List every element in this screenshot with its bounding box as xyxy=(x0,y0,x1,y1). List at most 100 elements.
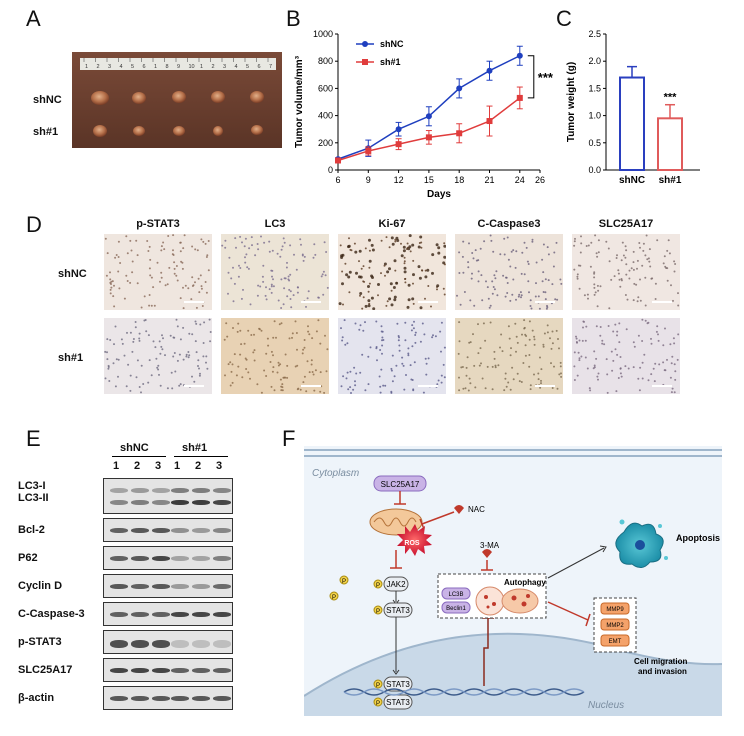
nucleus-dot xyxy=(494,277,497,280)
nucleus-dot xyxy=(111,280,114,283)
nucleus-dot xyxy=(499,253,502,256)
nucleus-dot xyxy=(348,291,351,294)
significance-label: *** xyxy=(538,70,554,85)
nucleus-dot xyxy=(209,340,212,343)
nucleus-dot xyxy=(527,263,530,265)
nucleus-dot xyxy=(368,302,371,305)
nucleus-dot xyxy=(637,334,640,337)
nucleus-dot xyxy=(241,376,244,379)
nucleus-dot xyxy=(516,372,519,375)
nucleus-dot xyxy=(178,384,181,387)
x-tick-label: 12 xyxy=(394,175,404,185)
nucleus-dot xyxy=(126,252,129,255)
nucleus-dot xyxy=(633,282,636,285)
data-point xyxy=(395,126,402,133)
nucleus-dot xyxy=(526,260,529,263)
phosphate-label: P xyxy=(376,583,380,589)
ihc-background xyxy=(572,318,680,394)
nucleus-dot xyxy=(518,380,521,383)
nucleus-dot xyxy=(523,319,526,322)
nucleus-dot xyxy=(596,305,599,308)
nucleus-dot xyxy=(270,269,273,272)
nucleus-dot xyxy=(380,368,383,371)
nucleus-dot xyxy=(656,325,659,328)
protein-band xyxy=(152,556,170,561)
nucleus-dot xyxy=(175,274,178,277)
nucleus-dot xyxy=(179,383,182,386)
nucleus-dot xyxy=(581,339,584,342)
protein-band xyxy=(152,488,170,493)
nucleus-dot xyxy=(549,337,551,340)
nucleus-dot xyxy=(296,291,299,294)
nucleus-dot xyxy=(431,336,434,339)
nucleus-dot xyxy=(403,256,406,259)
nucleus-dot xyxy=(521,333,523,336)
nucleus-dot xyxy=(110,286,113,289)
nucleus-dot xyxy=(403,266,407,270)
nucleus-dot xyxy=(311,337,314,340)
nucleus-dot xyxy=(134,321,137,323)
nucleus-dot xyxy=(411,243,415,247)
nucleus-dot xyxy=(361,307,364,310)
panel-label-b: B xyxy=(286,6,301,31)
nucleus-dot xyxy=(179,241,182,244)
nucleus-dot xyxy=(188,332,191,335)
nucleus-dot xyxy=(641,318,644,321)
nucleus-label: Nucleus xyxy=(588,700,624,711)
nucleus-dot xyxy=(620,259,623,262)
nucleus-dot xyxy=(650,337,652,340)
nucleus-dot xyxy=(110,283,112,285)
nucleus-dot xyxy=(202,355,205,358)
nucleus-dot xyxy=(556,387,559,390)
nucleus-dot xyxy=(379,349,382,351)
nucleus-dot xyxy=(559,278,562,281)
nucleus-dot xyxy=(279,378,282,381)
nucleus-dot xyxy=(589,265,592,268)
nucleus-dot xyxy=(559,365,562,368)
nucleus-dot xyxy=(597,372,600,375)
protein-band xyxy=(152,584,170,589)
nucleus-dot xyxy=(179,297,182,300)
nucleus-dot xyxy=(608,260,611,263)
protein-band xyxy=(152,528,170,533)
nucleus-dot xyxy=(670,362,673,365)
nucleus-dot xyxy=(173,267,176,270)
nucleus-dot xyxy=(185,355,188,358)
blot-strip xyxy=(103,518,233,542)
nucleus-dot xyxy=(546,304,548,307)
nucleus-dot xyxy=(390,236,394,240)
data-point xyxy=(335,157,341,164)
protein-band xyxy=(171,612,189,617)
nucleus-dot xyxy=(533,338,536,341)
nucleus-dot xyxy=(593,276,596,279)
nucleus-dot xyxy=(369,346,372,349)
nucleus-dot xyxy=(625,273,628,276)
nucleus-dot xyxy=(427,357,430,360)
x-tick-label: 18 xyxy=(454,175,464,185)
nucleus-dot xyxy=(576,277,579,280)
nucleus-dot xyxy=(506,236,509,239)
nucleus-dot xyxy=(390,289,393,292)
nucleus-dot xyxy=(160,345,163,348)
ruler-number: 3 xyxy=(223,64,226,70)
nucleus-dot xyxy=(662,344,665,347)
nucleus-dot xyxy=(530,307,533,310)
nucleus-dot xyxy=(531,329,534,332)
nucleus-dot xyxy=(550,362,552,365)
nucleus-dot xyxy=(646,258,649,261)
nucleus-dot xyxy=(352,388,355,391)
nucleus-dot xyxy=(250,236,253,239)
nucleus-dot xyxy=(573,240,576,243)
nucleus-dot xyxy=(156,366,159,369)
nucleus-dot xyxy=(287,278,290,281)
nucleus-dot xyxy=(625,249,628,252)
nucleus-dot xyxy=(324,334,326,337)
nucleus-dot xyxy=(599,334,602,337)
nucleus-dot xyxy=(673,260,676,263)
nucleus-dot xyxy=(362,265,365,268)
nucleus-dot xyxy=(172,249,174,252)
nucleus-dot xyxy=(597,251,600,254)
nucleus-dot xyxy=(575,341,578,343)
nucleus-dot xyxy=(148,245,151,248)
nucleus-dot xyxy=(512,249,515,252)
